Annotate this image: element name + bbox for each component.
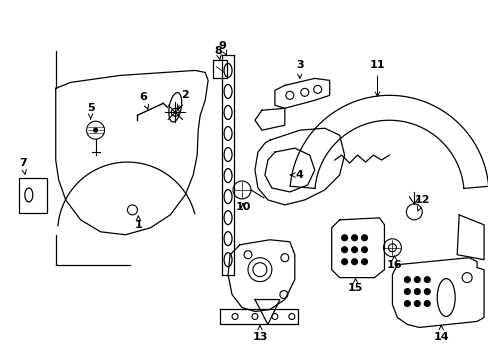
Circle shape [361,247,367,253]
Circle shape [424,301,429,306]
Text: 8: 8 [214,45,222,59]
Text: 3: 3 [295,60,303,78]
Circle shape [361,235,367,241]
Circle shape [341,247,347,253]
Text: 9: 9 [218,41,226,56]
Circle shape [404,301,409,306]
Text: 1: 1 [134,216,142,230]
Text: 2: 2 [177,90,189,109]
Circle shape [404,289,409,294]
Text: 14: 14 [432,325,448,342]
Circle shape [351,235,357,241]
Circle shape [351,259,357,265]
Text: 11: 11 [369,60,385,96]
Circle shape [404,276,409,283]
Text: 10: 10 [235,202,250,212]
Circle shape [413,301,420,306]
Circle shape [361,259,367,265]
Circle shape [341,259,347,265]
Text: 12: 12 [414,195,429,211]
Circle shape [93,128,98,132]
Text: 4: 4 [290,170,303,180]
Text: 15: 15 [347,279,363,293]
Circle shape [424,276,429,283]
Bar [19,178,47,213]
Text: 5: 5 [86,103,94,119]
Text: 13: 13 [252,325,267,342]
Circle shape [424,289,429,294]
Text: 7: 7 [19,158,27,174]
Text: 6: 6 [139,92,148,109]
Circle shape [351,247,357,253]
Circle shape [413,289,420,294]
Circle shape [341,235,347,241]
Circle shape [413,276,420,283]
Text: 16: 16 [386,256,402,270]
